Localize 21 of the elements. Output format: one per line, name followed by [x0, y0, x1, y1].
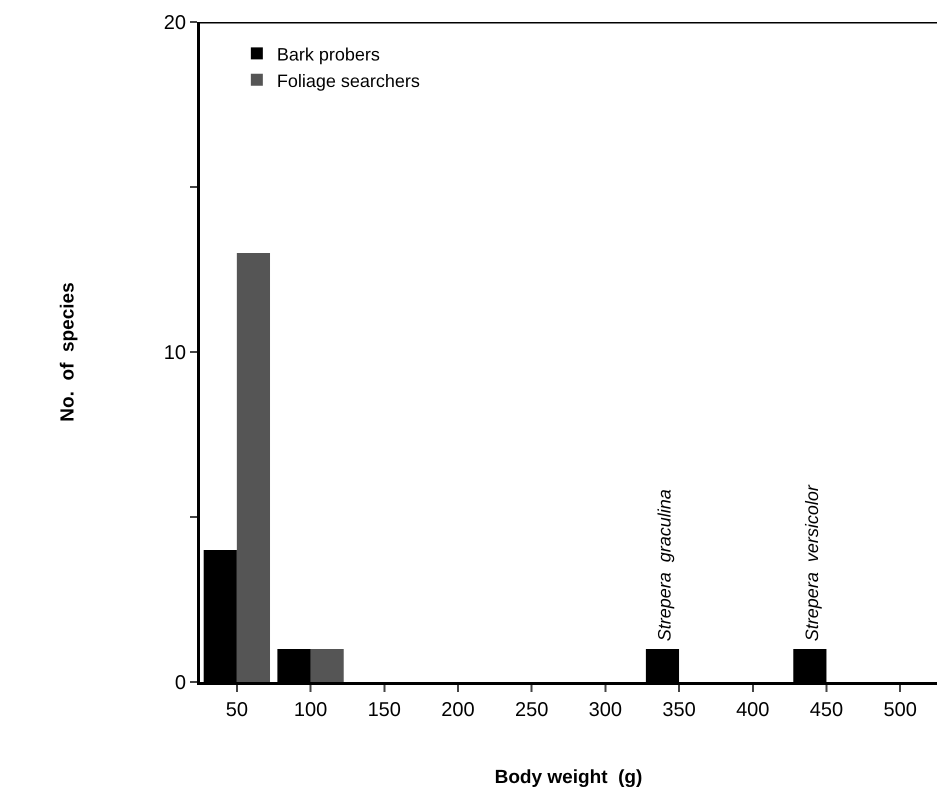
x-tick-label: 200: [441, 699, 475, 721]
x-tick-label: 150: [368, 699, 401, 721]
annotation: Strepera graculina: [654, 489, 674, 642]
y-tick-label: 20: [164, 12, 186, 34]
x-tick-label: 300: [588, 699, 622, 721]
x-tick-label: 250: [514, 699, 548, 721]
x-tick-label: 500: [883, 699, 917, 721]
bar: [310, 649, 344, 682]
y-axis-title: No. of species: [58, 282, 79, 422]
x-axis-title: Body weight (g): [494, 766, 642, 788]
y-tick-label: 0: [174, 672, 186, 694]
x-tick-label: 50: [226, 699, 248, 721]
x-tick-label: 450: [810, 699, 844, 721]
legend-label: Bark probers: [276, 44, 380, 64]
y-tick-label: 10: [164, 342, 186, 364]
annotation: Strepera versicolor: [802, 484, 822, 642]
x-tick-label: 100: [294, 699, 328, 721]
x-tick-label: 350: [662, 699, 696, 721]
bar: [236, 253, 270, 682]
legend-label: Foliage searchers: [276, 70, 420, 91]
x-tick-label: 400: [736, 699, 770, 721]
